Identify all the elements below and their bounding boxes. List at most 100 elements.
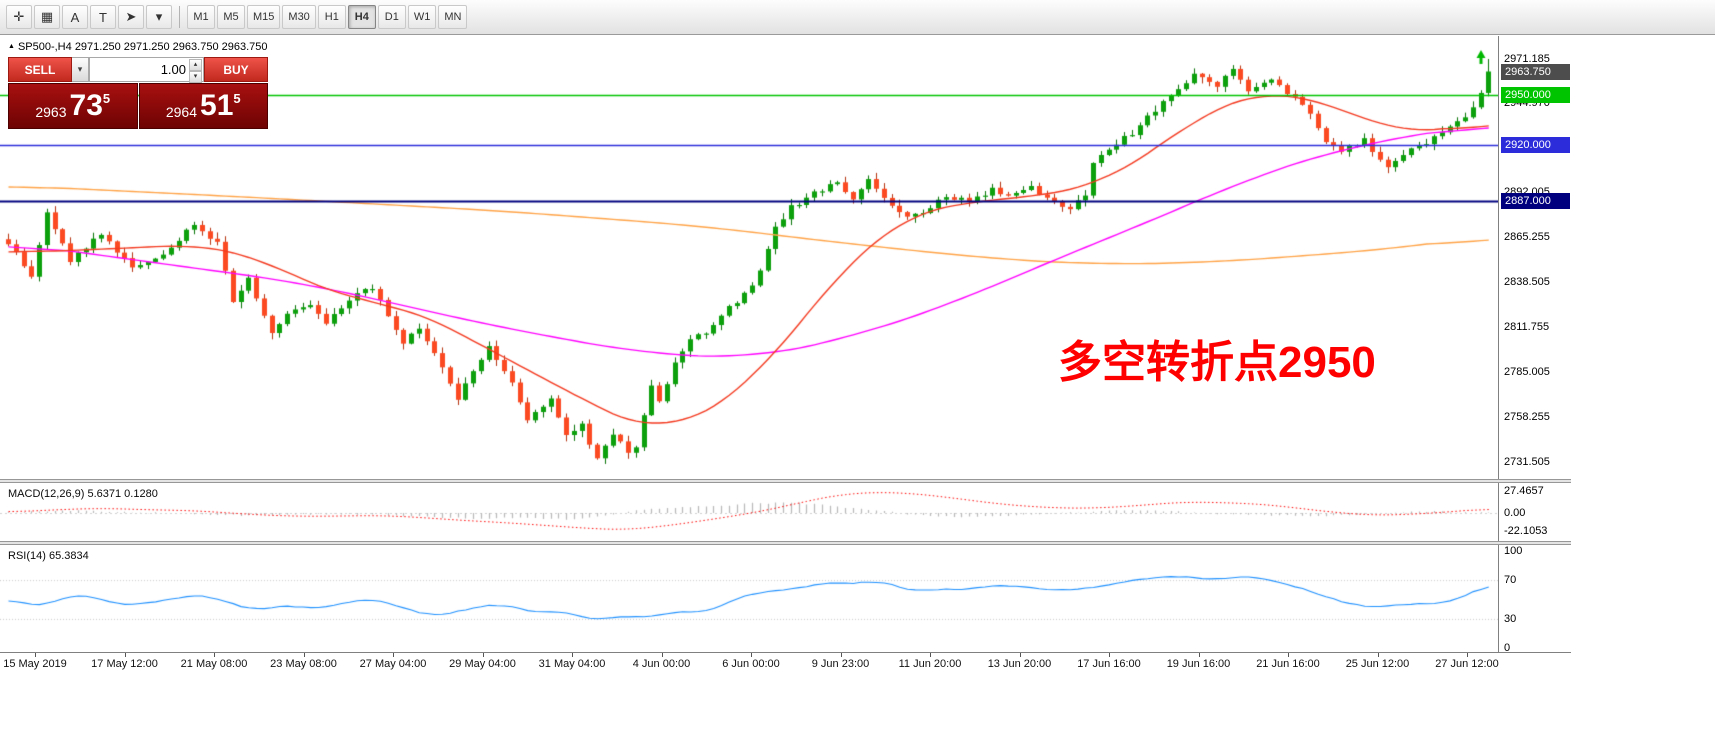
buy-button[interactable]: BUY <box>204 57 268 82</box>
ohlc-values-text: 2971.250 2971.250 2963.750 2963.750 <box>74 41 268 53</box>
time-axis-label: 25 Jun 12:00 <box>1345 658 1410 670</box>
time-axis-tick <box>393 653 394 657</box>
draw-arrow-icon[interactable]: ➤ <box>118 5 144 29</box>
time-axis-label: 23 May 08:00 <box>270 658 337 670</box>
timeframe-button-d1[interactable]: D1 <box>377 5 406 29</box>
price-axis-label: 2865.255 <box>1504 231 1550 244</box>
timeframe-button-m1[interactable]: M1 <box>187 5 215 29</box>
volume-up-button[interactable]: ▴ <box>189 59 202 71</box>
time-axis-tick <box>214 653 215 657</box>
macd-canvas[interactable] <box>0 485 1498 541</box>
collapse-marker-icon: ▲ <box>8 43 15 50</box>
chart-ohlc-header: ▲ SP500-,H4 2971.250 2971.250 2963.750 29… <box>8 41 268 53</box>
drawing-tools-group: ✛ ▦ A T ➤ ▾ <box>5 5 173 29</box>
time-axis-tick <box>1467 653 1468 657</box>
volume-field-wrap: ▴ ▾ <box>89 57 204 83</box>
pane-splitter-rsi[interactable] <box>0 541 1571 545</box>
sell-price-panel[interactable]: 2963 73 5 <box>8 83 138 129</box>
price-axis-label: 2838.505 <box>1504 276 1550 289</box>
time-axis-label: 21 May 08:00 <box>180 658 248 670</box>
crosshair-icon[interactable]: ✛ <box>6 5 32 29</box>
rsi-indicator-label: RSI(14) 65.3834 <box>8 550 89 562</box>
time-axis-tick <box>572 653 573 657</box>
macd-scale-label: 27.4657 <box>1504 485 1544 498</box>
time-axis-label: 19 Jun 16:00 <box>1166 658 1231 670</box>
draw-dropdown-arrow-icon[interactable]: ▾ <box>146 5 172 29</box>
time-axis-tick <box>840 653 842 657</box>
rsi-scale-label: 100 <box>1504 545 1523 557</box>
toolbar-separator <box>179 6 180 28</box>
timeframe-button-w1[interactable]: W1 <box>407 5 437 29</box>
time-axis-tick <box>1377 653 1379 657</box>
text-label-icon[interactable]: A <box>62 5 88 29</box>
volume-spinner: ▴ ▾ <box>189 59 202 83</box>
time-axis-label: 31 May 04:00 <box>538 658 606 670</box>
time-axis-tick <box>1198 653 1200 657</box>
timeframe-button-m5[interactable]: M5 <box>217 5 245 29</box>
grid-icon[interactable]: ▦ <box>34 5 60 29</box>
volume-down-button[interactable]: ▾ <box>189 71 202 83</box>
time-axis[interactable]: 15 May 2019 17 May 12:00 21 May 08:00 23 Ma… <box>0 652 1571 673</box>
symbol-period-text: SP500-,H4 <box>17 41 72 53</box>
toolbar: ✛ ▦ A T ➤ ▾ M1 M5 M15 M30 H1 H4 D1 W1 MN <box>0 0 1715 35</box>
rsi-scale-label: 70 <box>1504 574 1517 587</box>
time-axis-label: 27 Jun 12:00 <box>1435 658 1499 670</box>
buy-price-panel[interactable]: 2964 51 5 <box>138 83 268 129</box>
trade-prices-row: 2963 73 5 2964 51 5 <box>8 83 268 129</box>
time-axis-label: 15 May 2019 <box>3 658 67 670</box>
order-options-dropdown[interactable]: ▾ <box>72 57 89 82</box>
text-box-icon[interactable]: T <box>90 5 116 29</box>
macd-indicator-label: MACD(12,26,9) 5.6371 0.1280 <box>8 488 158 500</box>
timeframe-button-m15[interactable]: M15 <box>247 5 281 29</box>
price-axis-label: 2811.755 <box>1504 321 1550 334</box>
chart-window: ▲ SP500-,H4 2971.250 2971.250 2963.750 29… <box>0 36 1571 743</box>
rsi-canvas[interactable] <box>0 547 1498 652</box>
trade-controls-row: SELL ▾ ▴ ▾ BUY <box>8 57 268 83</box>
timeframe-button-h1[interactable]: H1 <box>317 5 346 29</box>
price-axis-label: 2785.005 <box>1504 366 1550 379</box>
current-price-tag: 2963.750 <box>1501 63 1570 80</box>
time-axis-tick <box>35 653 36 657</box>
buy-price-pip: 5 <box>233 91 241 106</box>
time-axis-tick <box>303 653 305 657</box>
sell-price-main: 73 <box>69 89 103 122</box>
chevron-down-icon: ▾ <box>77 64 83 74</box>
time-axis-tick <box>751 653 752 657</box>
timeframe-button-m30[interactable]: M30 <box>282 5 316 29</box>
time-axis-tick <box>661 653 663 657</box>
buy-price-main: 51 <box>200 89 234 122</box>
time-axis-tick <box>1288 653 1289 657</box>
macd-scale-label: -22.1053 <box>1504 524 1548 537</box>
time-axis-label: 27 May 04:00 <box>359 658 427 670</box>
buy-price-prefix: 2964 <box>165 104 198 120</box>
level-price-tag: 2920.000 <box>1501 137 1570 154</box>
level-price-tag: 2887.000 <box>1501 192 1570 209</box>
time-axis-label: 4 Jun 00:00 <box>632 658 691 670</box>
sell-button[interactable]: SELL <box>8 57 72 82</box>
time-axis-label: 13 Jun 20:00 <box>987 658 1052 670</box>
price-axis-label: 2758.255 <box>1504 411 1550 424</box>
timeframe-button-mn[interactable]: MN <box>438 5 468 29</box>
one-click-trading-panel: SELL ▾ ▴ ▾ BUY 2963 73 5 296 <box>8 57 268 129</box>
time-axis-tick <box>1019 653 1021 657</box>
volume-input[interactable] <box>90 58 203 81</box>
time-axis-label: 6 Jun 00:00 <box>722 658 780 670</box>
time-axis-tick <box>482 653 484 657</box>
timeframe-buttons-group: M1 M5 M15 M30 H1 H4 D1 W1 MN <box>186 5 468 29</box>
time-axis-label: 21 Jun 16:00 <box>1256 658 1320 670</box>
time-axis-label: 29 May 04:00 <box>449 658 516 670</box>
rsi-scale-label: 0 <box>1504 642 1511 654</box>
macd-scale-label: 0.00 <box>1504 507 1526 519</box>
price-axis[interactable]: 2971.1852944.9702892.0052865.2552838.505… <box>1498 36 1571 654</box>
chart-text-annotation: 多空转折点2950 <box>1058 338 1376 387</box>
pane-splitter-macd[interactable] <box>0 479 1571 483</box>
time-axis-tick <box>1109 653 1110 657</box>
time-axis-label: 17 May 12:00 <box>91 658 158 670</box>
time-axis-label: 17 Jun 16:00 <box>1077 658 1141 670</box>
price-axis-label: 2971.185 <box>1504 53 1550 65</box>
price-axis-label: 2731.505 <box>1504 455 1550 468</box>
time-axis-tick <box>930 653 931 657</box>
timeframe-button-h4[interactable]: H4 <box>347 5 376 29</box>
time-axis-tick <box>124 653 126 657</box>
